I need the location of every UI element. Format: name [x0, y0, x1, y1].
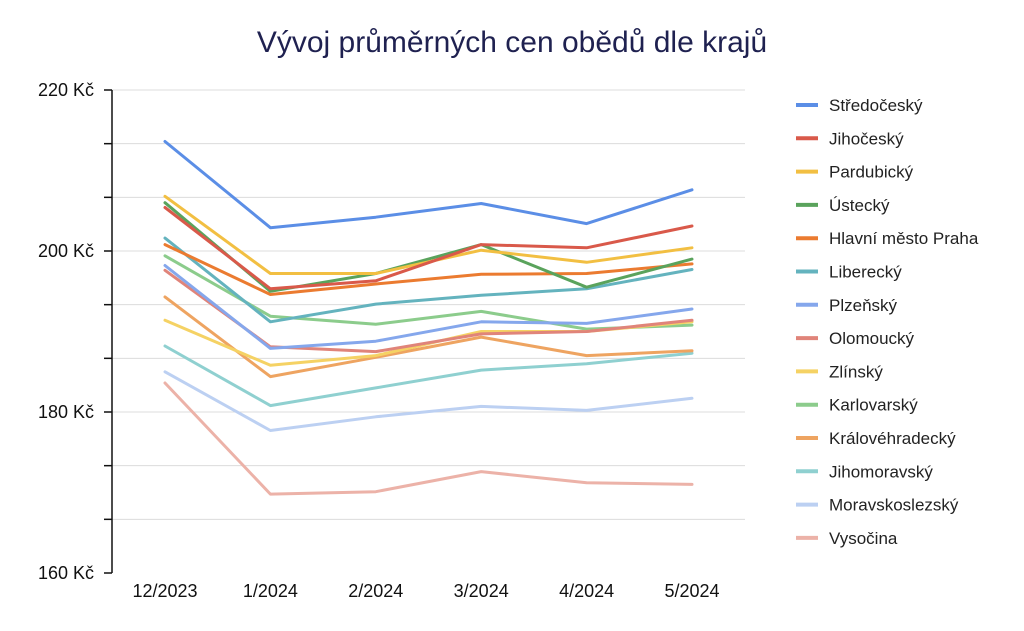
legend-item: Středočeský — [796, 96, 923, 115]
series-line — [163, 295, 694, 379]
legend-label: Karlovarský — [829, 396, 918, 415]
legend-item: Pardubický — [796, 163, 914, 182]
legend-item: Moravskoslezský — [796, 496, 959, 515]
legend-label: Jihomoravský — [829, 462, 933, 481]
series-line — [163, 243, 694, 296]
series-line — [163, 264, 694, 350]
legend-label: Středočeský — [829, 96, 923, 115]
y-tick-label: 160 Kč — [38, 563, 94, 583]
legend-item: Liberecký — [796, 263, 902, 282]
y-tick-label: 220 Kč — [38, 80, 94, 100]
legend-label: Vysočina — [829, 529, 898, 548]
x-tick-label: 1/2024 — [243, 581, 298, 601]
legend-item: Plzeňský — [796, 296, 898, 315]
chart-title: Vývoj průměrných cen obědů dle krajů — [257, 26, 767, 59]
x-tick-label: 4/2024 — [559, 581, 614, 601]
y-tick-label: 180 Kč — [38, 402, 94, 422]
legend-item: Vysočina — [796, 529, 898, 548]
legend: Středočeský Jihočeský Pardubický Ústecký Hla… — [796, 96, 979, 548]
legend-label: Olomoucký — [829, 329, 915, 348]
legend-label: Moravskoslezský — [829, 496, 959, 515]
legend-label: Hlavní město Praha — [829, 229, 979, 248]
series-line — [163, 381, 694, 496]
series-line — [163, 344, 694, 408]
legend-label: Pardubický — [829, 163, 914, 182]
legend-item: Karlovarský — [796, 396, 918, 415]
series-line — [163, 370, 694, 432]
x-tick-label: 2/2024 — [348, 581, 403, 601]
legend-label: Královéhradecký — [829, 429, 956, 448]
x-tick-label: 3/2024 — [454, 581, 509, 601]
legend-label: Zlínský — [829, 362, 883, 381]
axes: 160 Kč 180 Kč 200 Kč 220 Kč 12/2023 1/2024 2/2… — [38, 80, 720, 601]
legend-item: Královéhradecký — [796, 429, 956, 448]
legend-item: Zlínský — [796, 362, 883, 381]
legend-label: Ústecký — [829, 196, 890, 215]
y-tick-label: 200 Kč — [38, 241, 94, 261]
legend-item: Ústecký — [796, 196, 890, 215]
legend-item: Jihočeský — [796, 129, 904, 148]
legend-label: Jihočeský — [829, 129, 904, 148]
x-tick-label: 12/2023 — [132, 581, 197, 601]
legend-item: Jihomoravský — [796, 462, 933, 481]
legend-label: Liberecký — [829, 263, 902, 282]
legend-item: Olomoucký — [796, 329, 915, 348]
legend-item: Hlavní město Praha — [796, 229, 979, 248]
series-lines — [163, 140, 694, 496]
gridlines — [112, 89, 745, 520]
legend-label: Plzeňský — [829, 296, 898, 315]
series-line — [163, 206, 694, 291]
series-line — [163, 236, 694, 324]
series-line — [163, 140, 694, 230]
x-tick-label: 5/2024 — [664, 581, 719, 601]
